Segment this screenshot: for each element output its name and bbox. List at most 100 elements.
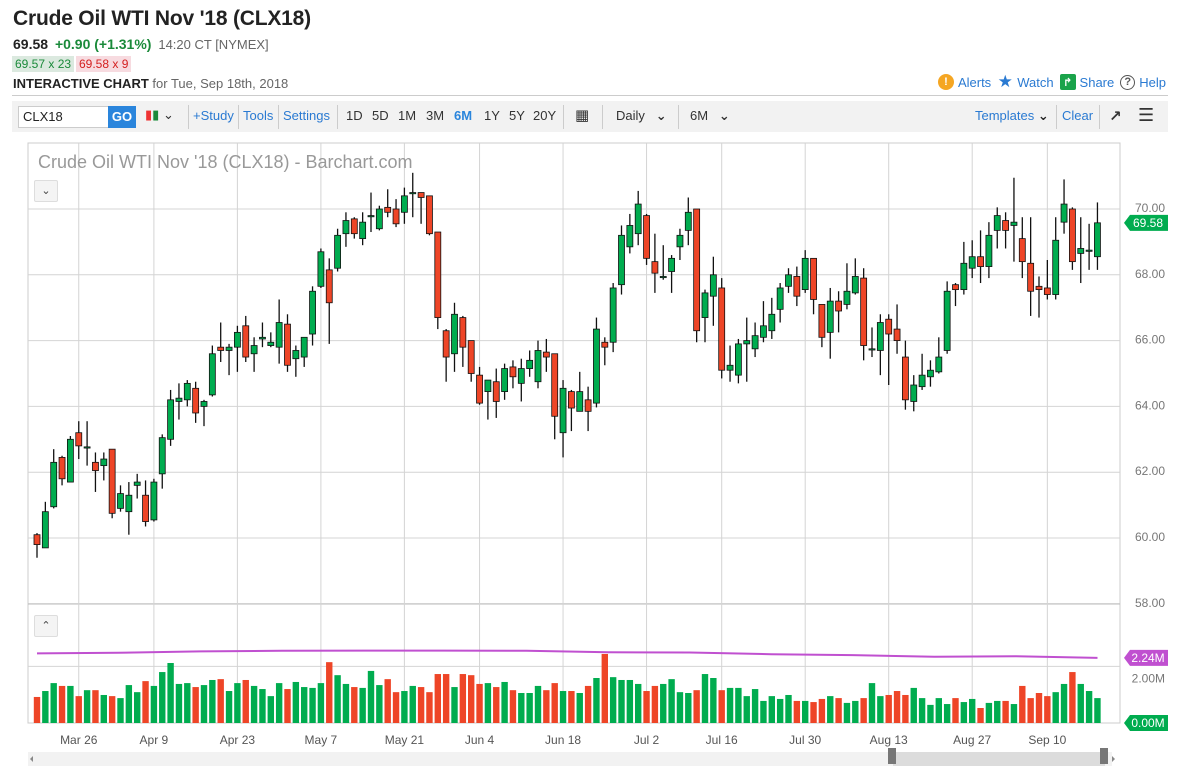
period-5y[interactable]: 5Y — [509, 108, 525, 123]
study-button[interactable]: +Study — [193, 108, 234, 123]
candle — [851, 258, 859, 295]
watch-link[interactable]: ★ Watch — [997, 72, 1054, 91]
price-tick-label: 70.00 — [1135, 201, 1165, 215]
volume-bar — [1077, 683, 1084, 723]
menu-icon[interactable]: ☰ — [1138, 105, 1155, 125]
candle-body-up — [801, 257, 809, 291]
candle — [935, 337, 943, 374]
candle — [876, 314, 884, 376]
candle-body-up — [125, 494, 133, 513]
volume-bar — [100, 694, 107, 723]
period-6m[interactable]: 6M — [454, 108, 473, 123]
period-20y[interactable]: 20Y — [533, 108, 557, 123]
candle — [92, 452, 99, 492]
candle-body-up — [1060, 203, 1068, 223]
candle — [885, 314, 893, 386]
range-dropdown[interactable]: 6M ⌄ — [690, 108, 730, 124]
chart-type-dropdown[interactable]: ▮▮ ⌄ — [145, 107, 174, 123]
candle — [534, 340, 542, 389]
period-1d[interactable]: 1D — [346, 108, 363, 123]
candle — [559, 380, 567, 458]
chevron-down-icon: ⌄ — [718, 108, 730, 123]
candle-body-down — [58, 456, 66, 480]
scrollbar-right-handle[interactable] — [1100, 748, 1108, 764]
help-link[interactable]: ? Help — [1120, 74, 1166, 90]
candle-body-up — [292, 350, 300, 360]
volume-zero-tag: 0.00M — [1124, 715, 1168, 731]
volume-bar — [67, 685, 74, 723]
volume-bar — [660, 683, 667, 723]
volume-bar — [334, 675, 341, 723]
go-button[interactable]: GO — [108, 106, 136, 128]
candle-body-up — [785, 274, 792, 287]
scrollbar-left-handle[interactable] — [888, 748, 896, 764]
period-3m[interactable]: 3M — [426, 108, 445, 123]
candle-body-up — [1052, 239, 1060, 295]
expand-icon[interactable]: ↗ — [1109, 108, 1122, 125]
candle — [400, 187, 408, 224]
collapse-price-pane-button[interactable]: ⌄ — [34, 180, 58, 202]
candle — [75, 421, 83, 460]
candle — [342, 212, 350, 247]
volume-bar — [150, 685, 158, 723]
candle — [743, 317, 751, 382]
ask-badge: 69.58 x 9 — [76, 56, 132, 72]
candle-body-up — [760, 325, 767, 338]
volume-bar — [267, 696, 274, 723]
candle — [760, 301, 767, 343]
collapse-volume-pane-button[interactable]: ⌃ — [34, 615, 58, 637]
candle-body-up — [576, 391, 584, 412]
candle-body-down — [1069, 208, 1076, 263]
interactive-chart-date: for Tue, Sep 18th, 2018 — [152, 76, 289, 91]
scroll-left-arrow-icon[interactable] — [30, 756, 33, 762]
candle — [451, 302, 458, 372]
candle — [985, 222, 993, 279]
candle-body-down — [392, 208, 400, 225]
volume-bar — [284, 689, 291, 723]
candle — [684, 197, 692, 246]
date-tick-label: Aug 13 — [870, 733, 908, 747]
calendar-icon[interactable]: ▦ — [575, 107, 590, 124]
header-links: ! Alerts ★ Watch ↱ Share ? Help — [937, 72, 1166, 91]
candle — [801, 250, 809, 293]
time-scrollbar[interactable] — [28, 748, 1115, 766]
toolbar-divider — [602, 105, 603, 129]
scrollbar-track[interactable] — [28, 752, 1112, 766]
volume-bar — [835, 698, 842, 723]
volume-bar — [1035, 693, 1043, 723]
symbol-input[interactable]: CLX18 — [18, 106, 114, 128]
chevron-down-icon: ⌄ — [1037, 108, 1049, 123]
tools-button[interactable]: Tools — [243, 108, 274, 123]
candle-body-up — [200, 401, 208, 407]
candle-body-down — [417, 192, 425, 198]
volume-bar — [1052, 692, 1059, 723]
templates-label: Templates — [975, 108, 1035, 123]
interval-dropdown[interactable]: Daily ⌄ — [616, 108, 667, 124]
volume-bar — [793, 700, 801, 723]
candle-body-down — [459, 317, 467, 348]
candle — [910, 375, 918, 412]
volume-bar — [985, 702, 993, 723]
period-1y[interactable]: 1Y — [484, 108, 500, 123]
volume-bar — [1010, 704, 1018, 723]
volume-bar — [1019, 685, 1026, 723]
period-5d[interactable]: 5D — [372, 108, 389, 123]
bid-badge: 69.57 x 23 — [12, 56, 75, 72]
volume-average-tag-text: 2.24M — [1131, 651, 1164, 665]
scroll-right-arrow-icon[interactable] — [1112, 756, 1115, 762]
templates-dropdown[interactable]: Templates ⌄ — [975, 108, 1049, 124]
volume-bar — [250, 685, 258, 723]
candle — [952, 283, 959, 307]
candle-body-down — [509, 366, 517, 378]
settings-button[interactable]: Settings — [283, 108, 330, 123]
period-1m[interactable]: 1M — [398, 108, 417, 123]
candle — [426, 195, 433, 236]
volume-bar — [885, 694, 892, 723]
scrollbar-thumb[interactable] — [893, 752, 1105, 766]
volume-bar — [918, 698, 926, 723]
alerts-link[interactable]: ! Alerts — [937, 74, 991, 90]
share-link[interactable]: ↱ Share — [1059, 74, 1114, 90]
candle — [384, 189, 392, 218]
clear-button[interactable]: Clear — [1062, 108, 1094, 123]
